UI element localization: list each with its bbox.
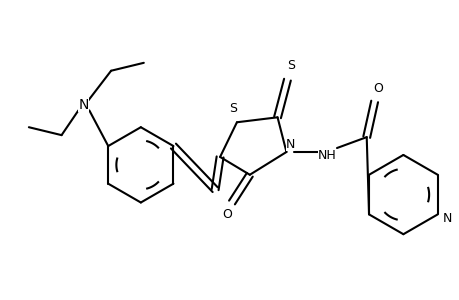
Text: S: S [287, 59, 295, 72]
Text: N: N [285, 138, 295, 151]
Text: S: S [229, 102, 236, 115]
Text: N: N [78, 98, 89, 112]
Text: O: O [373, 82, 383, 95]
Text: O: O [222, 208, 231, 221]
Text: NH: NH [317, 149, 336, 162]
Text: N: N [442, 212, 451, 225]
